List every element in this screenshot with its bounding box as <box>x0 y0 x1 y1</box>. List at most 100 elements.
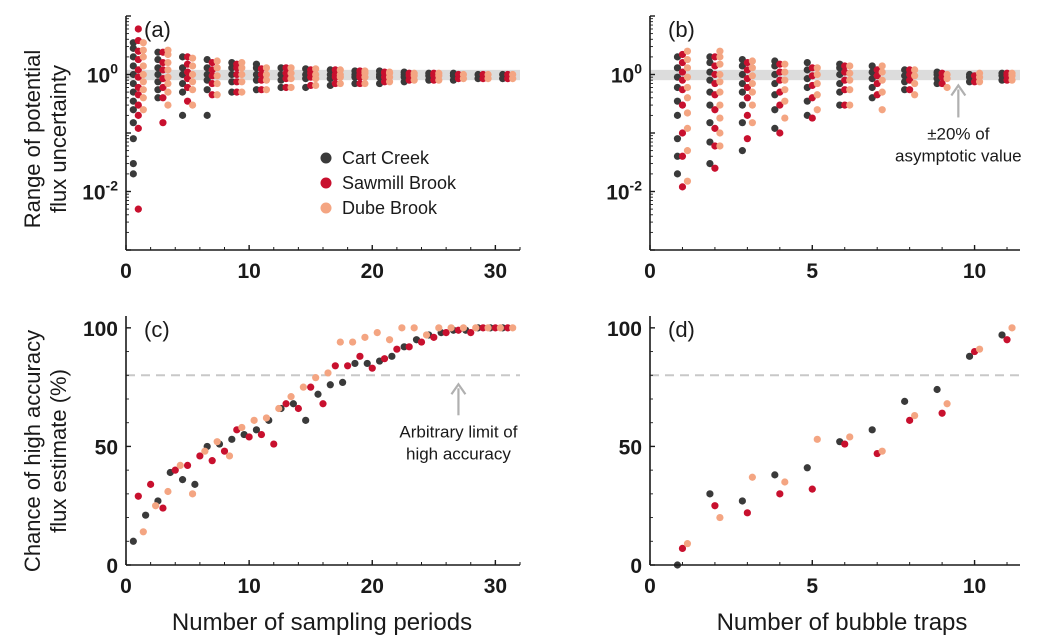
data-point <box>287 83 295 92</box>
data-point <box>938 409 946 417</box>
data-point <box>188 62 197 70</box>
data-point <box>245 433 253 441</box>
data-point <box>911 66 919 74</box>
data-point <box>836 101 844 109</box>
x-tick-label: 5 <box>806 575 818 598</box>
data-point <box>901 86 909 94</box>
data-point <box>233 70 241 79</box>
series-sawmill <box>134 324 512 512</box>
data-point <box>252 76 261 84</box>
x-tick-label: 10 <box>237 260 260 283</box>
data-point <box>257 430 266 439</box>
data-point <box>906 66 914 74</box>
data-point <box>238 64 246 72</box>
data-point <box>933 79 941 88</box>
data-point <box>846 101 854 109</box>
data-point <box>164 66 172 74</box>
y-tick-label: 0 <box>106 555 118 578</box>
data-point <box>813 64 821 72</box>
legend-marker-dube <box>320 202 332 214</box>
data-point <box>781 60 789 68</box>
data-point <box>943 83 951 92</box>
data-point <box>509 70 517 79</box>
data-point <box>213 91 221 99</box>
y-tick-label: 10-2 <box>606 178 642 205</box>
data-point <box>176 461 184 469</box>
data-point <box>673 64 682 72</box>
data-point <box>868 83 876 92</box>
data-point <box>252 426 261 434</box>
data-point <box>938 79 946 88</box>
x-tick-label: 20 <box>361 575 384 598</box>
data-point <box>188 54 197 62</box>
series-cart <box>673 331 1006 569</box>
data-point <box>771 106 779 114</box>
y-tick-label: 100 <box>83 318 118 341</box>
data-point <box>716 60 724 68</box>
data-point <box>139 46 147 54</box>
data-point <box>943 70 951 79</box>
data-point <box>479 324 487 332</box>
data-point <box>803 464 811 472</box>
data-point <box>706 101 714 109</box>
data-point <box>361 67 369 75</box>
data-point <box>479 70 487 79</box>
data-point <box>289 400 297 408</box>
data-point <box>270 440 278 448</box>
data-point <box>813 79 821 88</box>
panel-label: (d) <box>668 317 695 342</box>
x-tick-label: 30 <box>484 575 507 598</box>
data-point <box>776 101 784 109</box>
data-point <box>743 135 751 143</box>
data-point <box>196 452 204 460</box>
y-axis-label-bottom-line2: flux estimate (%) <box>46 369 71 533</box>
data-point <box>164 101 172 109</box>
data-point <box>228 78 236 86</box>
data-point <box>706 138 714 146</box>
y-tick-label: 50 <box>95 436 118 459</box>
data-point <box>356 79 364 88</box>
data-point <box>188 70 197 79</box>
data-point <box>349 338 357 346</box>
y-tick-label: 100 <box>611 61 642 88</box>
data-point <box>134 66 142 74</box>
data-point <box>459 324 468 332</box>
panel-c: 0 10 20 30 0 50 100 (c) Arbitrary limit of high a… <box>83 316 521 598</box>
data-point <box>282 75 290 83</box>
data-point <box>442 329 450 337</box>
data-point <box>410 324 418 332</box>
data-point <box>139 78 147 86</box>
data-point <box>781 478 789 486</box>
data-point <box>748 57 756 65</box>
data-point <box>683 94 692 102</box>
data-point <box>748 473 756 481</box>
data-point <box>188 86 197 94</box>
data-point <box>201 447 209 455</box>
data-point <box>771 124 779 132</box>
legend-entry: Cart Creek <box>342 148 430 168</box>
data-point <box>417 338 426 346</box>
data-point <box>134 205 142 213</box>
data-point <box>422 331 431 339</box>
data-point <box>911 79 919 88</box>
arrow-head <box>950 83 967 97</box>
data-point <box>841 86 849 94</box>
data-point <box>139 86 147 94</box>
data-point <box>491 324 499 332</box>
data-point <box>673 97 682 105</box>
data-point <box>678 129 687 137</box>
data-point <box>738 88 746 96</box>
data-point <box>262 76 271 84</box>
data-point <box>252 86 261 94</box>
data-point <box>134 25 142 33</box>
data-point <box>351 79 359 88</box>
data-point <box>748 101 756 109</box>
data-point <box>203 111 211 119</box>
data-point <box>1008 69 1016 77</box>
panel-a: 0 10 20 30 100 10-2 (a) Cart Creek Sawmill Brook… <box>82 15 521 283</box>
series-dube <box>683 47 1016 185</box>
data-point <box>208 457 216 465</box>
data-point <box>846 69 854 77</box>
x-tick-label: 5 <box>806 260 818 283</box>
y-tick-label: 0 <box>630 555 642 578</box>
